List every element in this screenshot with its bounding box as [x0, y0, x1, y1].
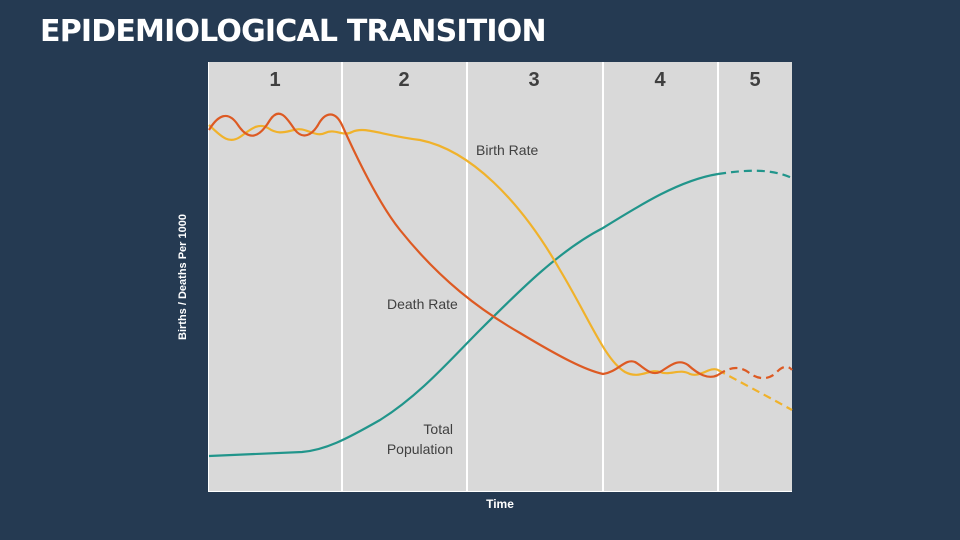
x-axis-label: Time: [486, 497, 514, 511]
plot-area: [208, 62, 792, 492]
y-axis-label: Births / Deaths Per 1000: [177, 214, 189, 340]
stage-label-5: 5: [749, 69, 761, 91]
death-rate-projection: [717, 365, 793, 380]
birth-rate-label: Birth Rate: [476, 142, 539, 158]
slide-title: EPIDEMIOLOGICAL TRANSITION: [40, 14, 547, 49]
total-population-label: Total Population: [380, 419, 453, 459]
total-population-label-line2: Population: [386, 441, 453, 457]
death-rate-label: Death Rate: [387, 296, 458, 312]
stage-label-1: 1: [269, 69, 281, 91]
birth-rate-projection: [717, 369, 793, 411]
stage-label-4: 4: [654, 69, 666, 91]
stage-label-2: 2: [398, 69, 410, 91]
death-rate-curve: [208, 112, 719, 378]
total-population-label-line1: Total: [423, 421, 453, 437]
total-population-curve: [208, 172, 719, 458]
stage-label-3: 3: [528, 69, 540, 91]
total-population-projection: [717, 169, 793, 180]
birth-rate-curve: [208, 124, 719, 376]
